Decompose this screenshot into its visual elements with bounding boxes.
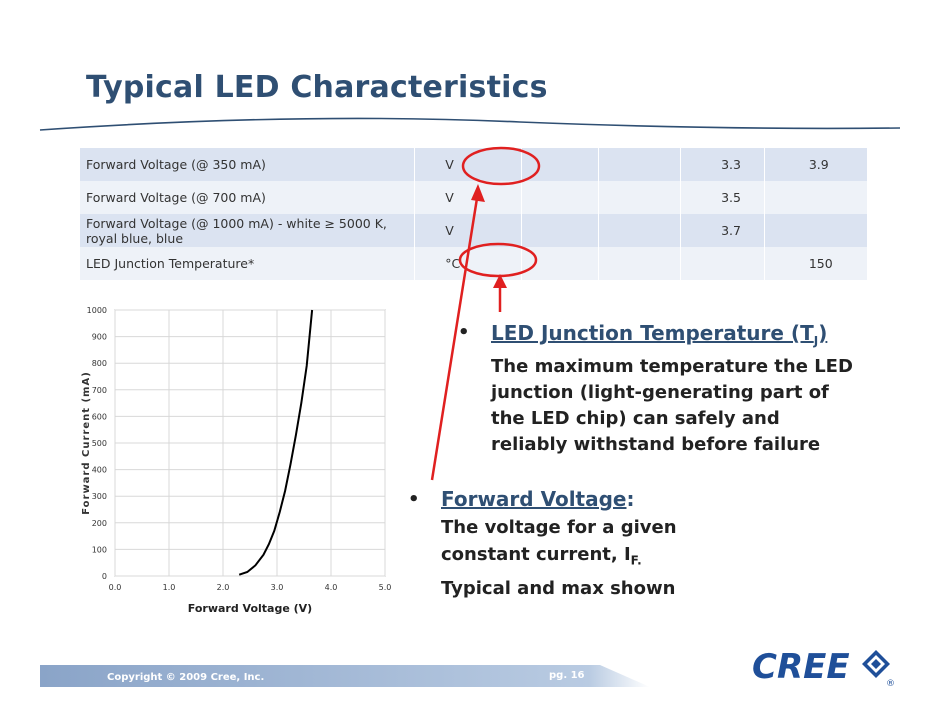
forward-voltage-line-2-text: constant current, I bbox=[441, 544, 631, 565]
unit-cell: V bbox=[414, 181, 523, 214]
max-cell: 3.9 bbox=[764, 148, 869, 181]
copyright-text: Copyright © 2009 Cree, Inc. bbox=[107, 672, 265, 683]
blank-cell bbox=[598, 214, 682, 247]
blank-cell bbox=[598, 148, 682, 181]
y-tick-label: 400 bbox=[92, 466, 107, 475]
cree-logo: CREE ® bbox=[752, 647, 895, 689]
forward-voltage-line-1: The voltage for a given bbox=[441, 517, 677, 538]
iv-curve bbox=[238, 309, 314, 576]
forward-voltage-heading: Forward Voltage bbox=[441, 487, 627, 511]
registered-mark: ® bbox=[886, 679, 895, 689]
param-cell: Forward Voltage (@ 700 mA) bbox=[80, 181, 416, 214]
junction-temp-line-3: the LED chip) can safely and bbox=[491, 408, 780, 429]
x-tick-label: 0.0 bbox=[109, 583, 122, 592]
x-tick-label: 2.0 bbox=[217, 583, 230, 592]
y-tick-label: 100 bbox=[92, 545, 107, 554]
spec-row: Forward Voltage (@ 700 mA) V 3.5 bbox=[80, 181, 869, 214]
junction-temp-heading-text: LED Junction Temperature (T bbox=[491, 321, 814, 345]
y-tick-label: 500 bbox=[92, 439, 107, 448]
junction-temp-line-2: junction (light-generating part of bbox=[491, 382, 829, 403]
y-tick-label: 300 bbox=[92, 492, 107, 501]
junction-temp-line-1: The maximum temperature the LED bbox=[491, 356, 853, 377]
max-cell bbox=[764, 214, 869, 247]
typ-cell: 3.5 bbox=[680, 181, 765, 214]
y-tick-label: 1000 bbox=[87, 306, 107, 315]
x-tick-label: 4.0 bbox=[325, 583, 338, 592]
forward-voltage-line-2: constant current, IF. bbox=[441, 541, 728, 575]
x-tick-label: 5.0 bbox=[379, 583, 392, 592]
typ-cell: 3.7 bbox=[680, 214, 765, 247]
forward-voltage-subscript: F. bbox=[630, 553, 642, 568]
y-tick-label: 900 bbox=[92, 333, 107, 342]
bullet-junction-temp: • LED Junction Temperature (TJ) The maxi… bbox=[458, 320, 898, 458]
min-cell bbox=[521, 247, 600, 280]
max-cell: 150 bbox=[764, 247, 869, 280]
spec-row: LED Junction Temperature* °C 150 bbox=[80, 247, 869, 280]
forward-voltage-colon: : bbox=[626, 487, 635, 511]
min-cell bbox=[521, 181, 600, 214]
junction-temp-subscript: J bbox=[813, 334, 819, 348]
page-title: Typical LED Characteristics bbox=[86, 70, 548, 105]
iv-chart-svg: 0 100 200 300 400 500 600 700 800 900 1000 0.0 1.0 2.… bbox=[81, 306, 392, 615]
footer-bar bbox=[40, 665, 650, 687]
param-cell: Forward Voltage (@ 350 mA) bbox=[80, 148, 416, 181]
x-tick-label: 1.0 bbox=[163, 583, 176, 592]
param-cell: LED Junction Temperature* bbox=[80, 247, 416, 280]
page-number: pg. 16 bbox=[549, 670, 585, 681]
bullet-dot: • bbox=[408, 489, 420, 510]
blank-cell bbox=[598, 181, 682, 214]
y-tick-label: 0 bbox=[102, 572, 107, 581]
cree-logo-text: CREE bbox=[752, 647, 850, 687]
y-tick-label: 200 bbox=[92, 519, 107, 528]
x-axis-label: Forward Voltage (V) bbox=[188, 602, 312, 615]
bullet-dot: • bbox=[458, 322, 470, 343]
unit-cell: V bbox=[414, 148, 523, 181]
min-cell bbox=[521, 148, 600, 181]
y-axis-label: Forward Current (mA) bbox=[81, 371, 92, 515]
typ-cell bbox=[680, 247, 765, 280]
y-tick-label: 600 bbox=[92, 412, 107, 421]
max-cell bbox=[764, 181, 869, 214]
junction-temp-close: ) bbox=[818, 321, 828, 345]
bullet-forward-voltage: • Forward Voltage: The voltage for a giv… bbox=[408, 486, 728, 602]
junction-temp-heading: LED Junction Temperature (TJ) bbox=[491, 321, 828, 348]
y-tick-label: 700 bbox=[92, 386, 107, 395]
blank-cell bbox=[598, 247, 682, 280]
typ-cell: 3.3 bbox=[680, 148, 765, 181]
iv-chart: 0 100 200 300 400 500 600 700 800 900 1000 0.0 1.0 2.… bbox=[75, 300, 405, 634]
min-cell bbox=[521, 214, 600, 247]
x-tick-label: 3.0 bbox=[271, 583, 284, 592]
unit-cell: V bbox=[414, 214, 523, 247]
spec-row: Forward Voltage (@ 350 mA) V 3.3 3.9 bbox=[80, 148, 869, 181]
spec-table: Forward Voltage (@ 350 mA) V 3.3 3.9 Forward… bbox=[80, 148, 869, 280]
y-tick-label: 800 bbox=[92, 359, 107, 368]
spec-row: Forward Voltage (@ 1000 mA) - white ≥ 50… bbox=[80, 214, 869, 247]
unit-cell: °C bbox=[414, 247, 523, 280]
forward-voltage-line-3: Typical and max shown bbox=[441, 577, 676, 599]
title-underline-swoosh bbox=[39, 117, 901, 131]
junction-temp-line-4: reliably withstand before failure bbox=[491, 434, 821, 455]
param-cell: Forward Voltage (@ 1000 mA) - white ≥ 50… bbox=[80, 214, 416, 247]
